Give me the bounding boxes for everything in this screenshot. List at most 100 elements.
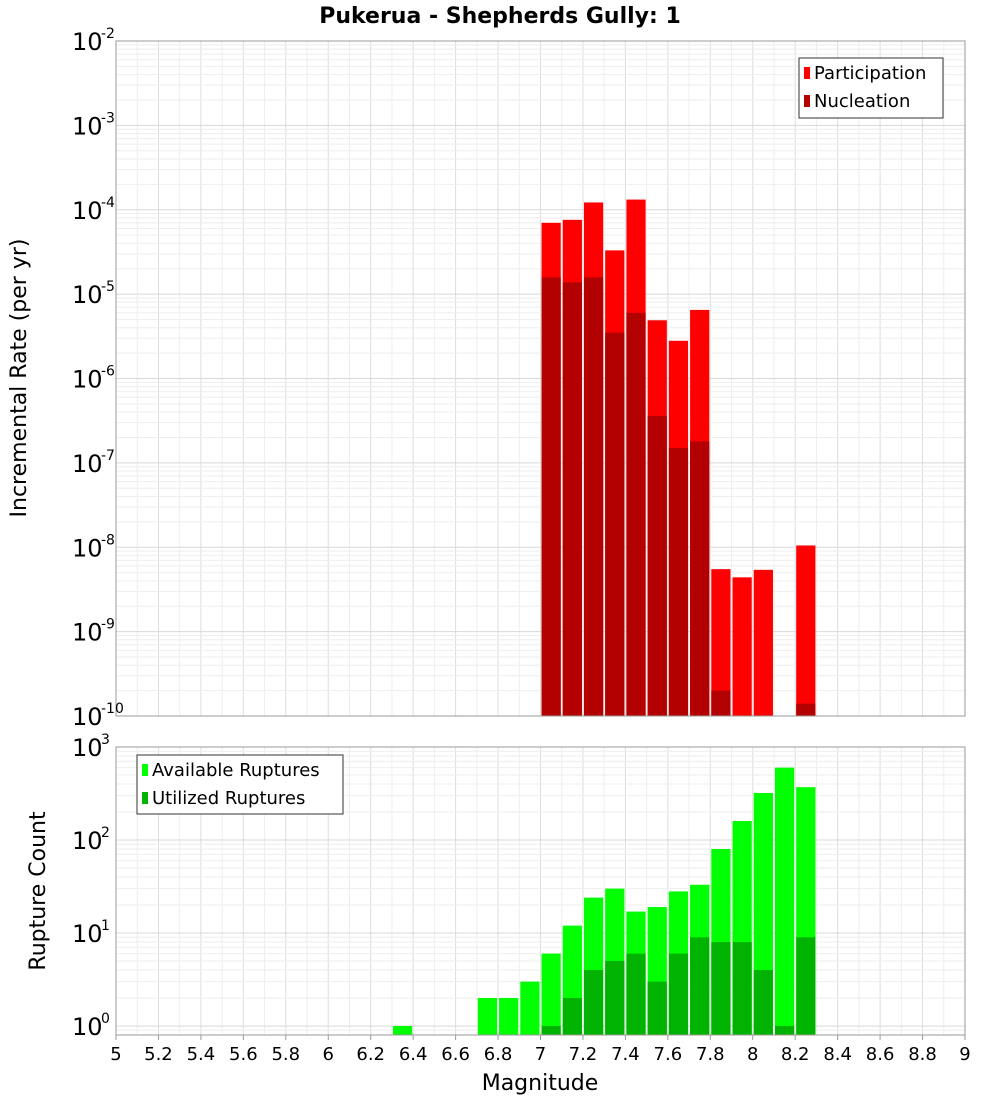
- rate-y-axis-label: Incremental Rate (per yr): [7, 239, 32, 518]
- x-tick-label: 6.8: [484, 1044, 513, 1065]
- count-bar-utilized-ruptures: [732, 942, 752, 1035]
- rate-bar-nucleation: [668, 448, 689, 716]
- x-tick-label: 6.4: [399, 1044, 428, 1065]
- count-y-tick-exponent: 0: [101, 1011, 110, 1027]
- count-y-tick-exponent: 2: [101, 825, 110, 841]
- rate-y-tick-exponent: -4: [101, 195, 115, 211]
- count-y-tick-label: 10: [72, 827, 103, 855]
- rate-legend: Participation Nucleation: [798, 57, 944, 119]
- x-tick-label: 5.6: [229, 1044, 258, 1065]
- x-ticks: 5 5.2 5.4 5.6 5.8 6 6.2 6.4 6.6 6.8 7 7.2 7.4 7.6 7.8 8…: [110, 1035, 971, 1065]
- rate-y-tick-exponent: -3: [101, 110, 115, 126]
- count-bar-utilized-ruptures: [668, 953, 689, 1035]
- count-bar-utilized-ruptures: [541, 1025, 561, 1035]
- rate-y-tick-label: 10: [72, 534, 103, 562]
- rate-bar-participation: [711, 569, 731, 716]
- rate-y-tick-exponent: -9: [101, 617, 115, 633]
- rate-bar-nucleation: [562, 282, 582, 716]
- count-bar-available-ruptures: [541, 953, 561, 1035]
- rate-y-tick-label: 10: [72, 450, 103, 478]
- rate-y-tick-label: 10: [72, 619, 103, 647]
- x-tick-label: 5.8: [271, 1044, 300, 1065]
- x-tick-label: 5.2: [144, 1044, 173, 1065]
- rate-bar-nucleation: [541, 277, 561, 716]
- rate-bar-nucleation: [647, 415, 667, 716]
- x-tick-label: 8.8: [908, 1044, 937, 1065]
- rate-y-tick-label: 10: [72, 112, 103, 140]
- count-bar-available-ruptures: [392, 1025, 413, 1035]
- rate-panel: 10-1010-910-810-710-610-510-410-310-2Par…: [72, 26, 966, 731]
- x-tick-label: 8.2: [781, 1044, 810, 1065]
- rate-bars: [541, 199, 816, 717]
- x-tick-label: 7.8: [696, 1044, 725, 1065]
- rupture-count-y-axis-label: Rupture Count: [26, 811, 51, 971]
- rate-bar-nucleation: [796, 703, 816, 716]
- rate-y-tick-exponent: -8: [101, 532, 115, 548]
- count-legend-swatch: [142, 764, 148, 776]
- count-y-tick-exponent: 3: [101, 732, 110, 748]
- count-bar-available-ruptures: [520, 981, 540, 1035]
- rate-y-tick-exponent: -5: [101, 279, 115, 295]
- count-bar-utilized-ruptures: [647, 981, 667, 1035]
- x-tick-label: 7.4: [611, 1044, 640, 1065]
- count-bar-available-ruptures: [774, 767, 795, 1035]
- x-tick-label: 6: [323, 1044, 334, 1065]
- count-bar-utilized-ruptures: [605, 960, 625, 1035]
- chart-title: Pukerua - Shepherds Gully: 1: [319, 4, 681, 29]
- count-y-tick-label: 10: [72, 734, 103, 762]
- rate-bar-participation: [732, 577, 752, 716]
- count-legend-label: Utilized Ruptures: [152, 788, 305, 809]
- rate-bar-participation: [753, 569, 773, 716]
- x-axis-label: Magnitude: [482, 1071, 599, 1096]
- rate-y-tick-exponent: -2: [101, 26, 115, 42]
- x-tick-label: 8: [747, 1044, 758, 1065]
- count-bars: [392, 767, 816, 1035]
- rate-legend-box: [798, 57, 944, 119]
- rate-legend-label: Participation: [814, 63, 926, 84]
- count-bar-utilized-ruptures: [583, 969, 604, 1035]
- x-tick-label: 9: [959, 1044, 970, 1065]
- rate-plot-frame: [115, 40, 966, 717]
- x-tick-label: 8.6: [866, 1044, 895, 1065]
- x-tick-label: 5: [110, 1044, 121, 1065]
- count-bar-utilized-ruptures: [711, 942, 731, 1035]
- rate-y-tick-label: 10: [72, 197, 103, 225]
- rate-y-tick-label: 10: [72, 366, 103, 394]
- rate-y-tick-exponent: -10: [101, 701, 124, 717]
- rate-bar-nucleation: [690, 441, 710, 716]
- rate-legend-swatch: [804, 95, 810, 107]
- count-y-tick-exponent: 1: [101, 918, 110, 934]
- count-bar-utilized-ruptures: [562, 997, 582, 1035]
- rate-legend-label: Nucleation: [814, 91, 910, 112]
- rate-bar-nucleation: [711, 690, 731, 716]
- x-tick-label: 6.6: [441, 1044, 470, 1065]
- x-tick-label: 7: [535, 1044, 546, 1065]
- rate-y-tick-exponent: -7: [101, 448, 115, 464]
- count-bar-utilized-ruptures: [690, 937, 710, 1035]
- count-bar-utilized-ruptures: [753, 969, 773, 1035]
- count-legend: Available Ruptures Utilized Ruptures: [136, 754, 344, 815]
- count-legend-label: Available Ruptures: [152, 760, 320, 781]
- rate-y-tick-label: 10: [72, 703, 103, 731]
- count-bar-available-ruptures: [477, 997, 498, 1035]
- count-bar-utilized-ruptures: [774, 1025, 795, 1035]
- x-tick-label: 7.6: [654, 1044, 683, 1065]
- rate-grid: [115, 40, 966, 717]
- x-tick-label: 5.4: [187, 1044, 216, 1065]
- count-legend-box: [136, 754, 344, 815]
- rate-bar-participation: [796, 545, 816, 716]
- x-tick-label: 7.2: [569, 1044, 598, 1065]
- rate-bar-nucleation: [583, 277, 604, 716]
- rate-y-tick-label: 10: [72, 281, 103, 309]
- rate-bar-nucleation: [626, 312, 646, 716]
- count-y-tick-label: 10: [72, 1013, 103, 1041]
- count-legend-swatch: [142, 792, 148, 804]
- count-bar-utilized-ruptures: [796, 937, 816, 1035]
- rate-y-tick-label: 10: [72, 28, 103, 56]
- x-tick-label: 8.4: [823, 1044, 852, 1065]
- count-bar-available-ruptures: [499, 997, 519, 1035]
